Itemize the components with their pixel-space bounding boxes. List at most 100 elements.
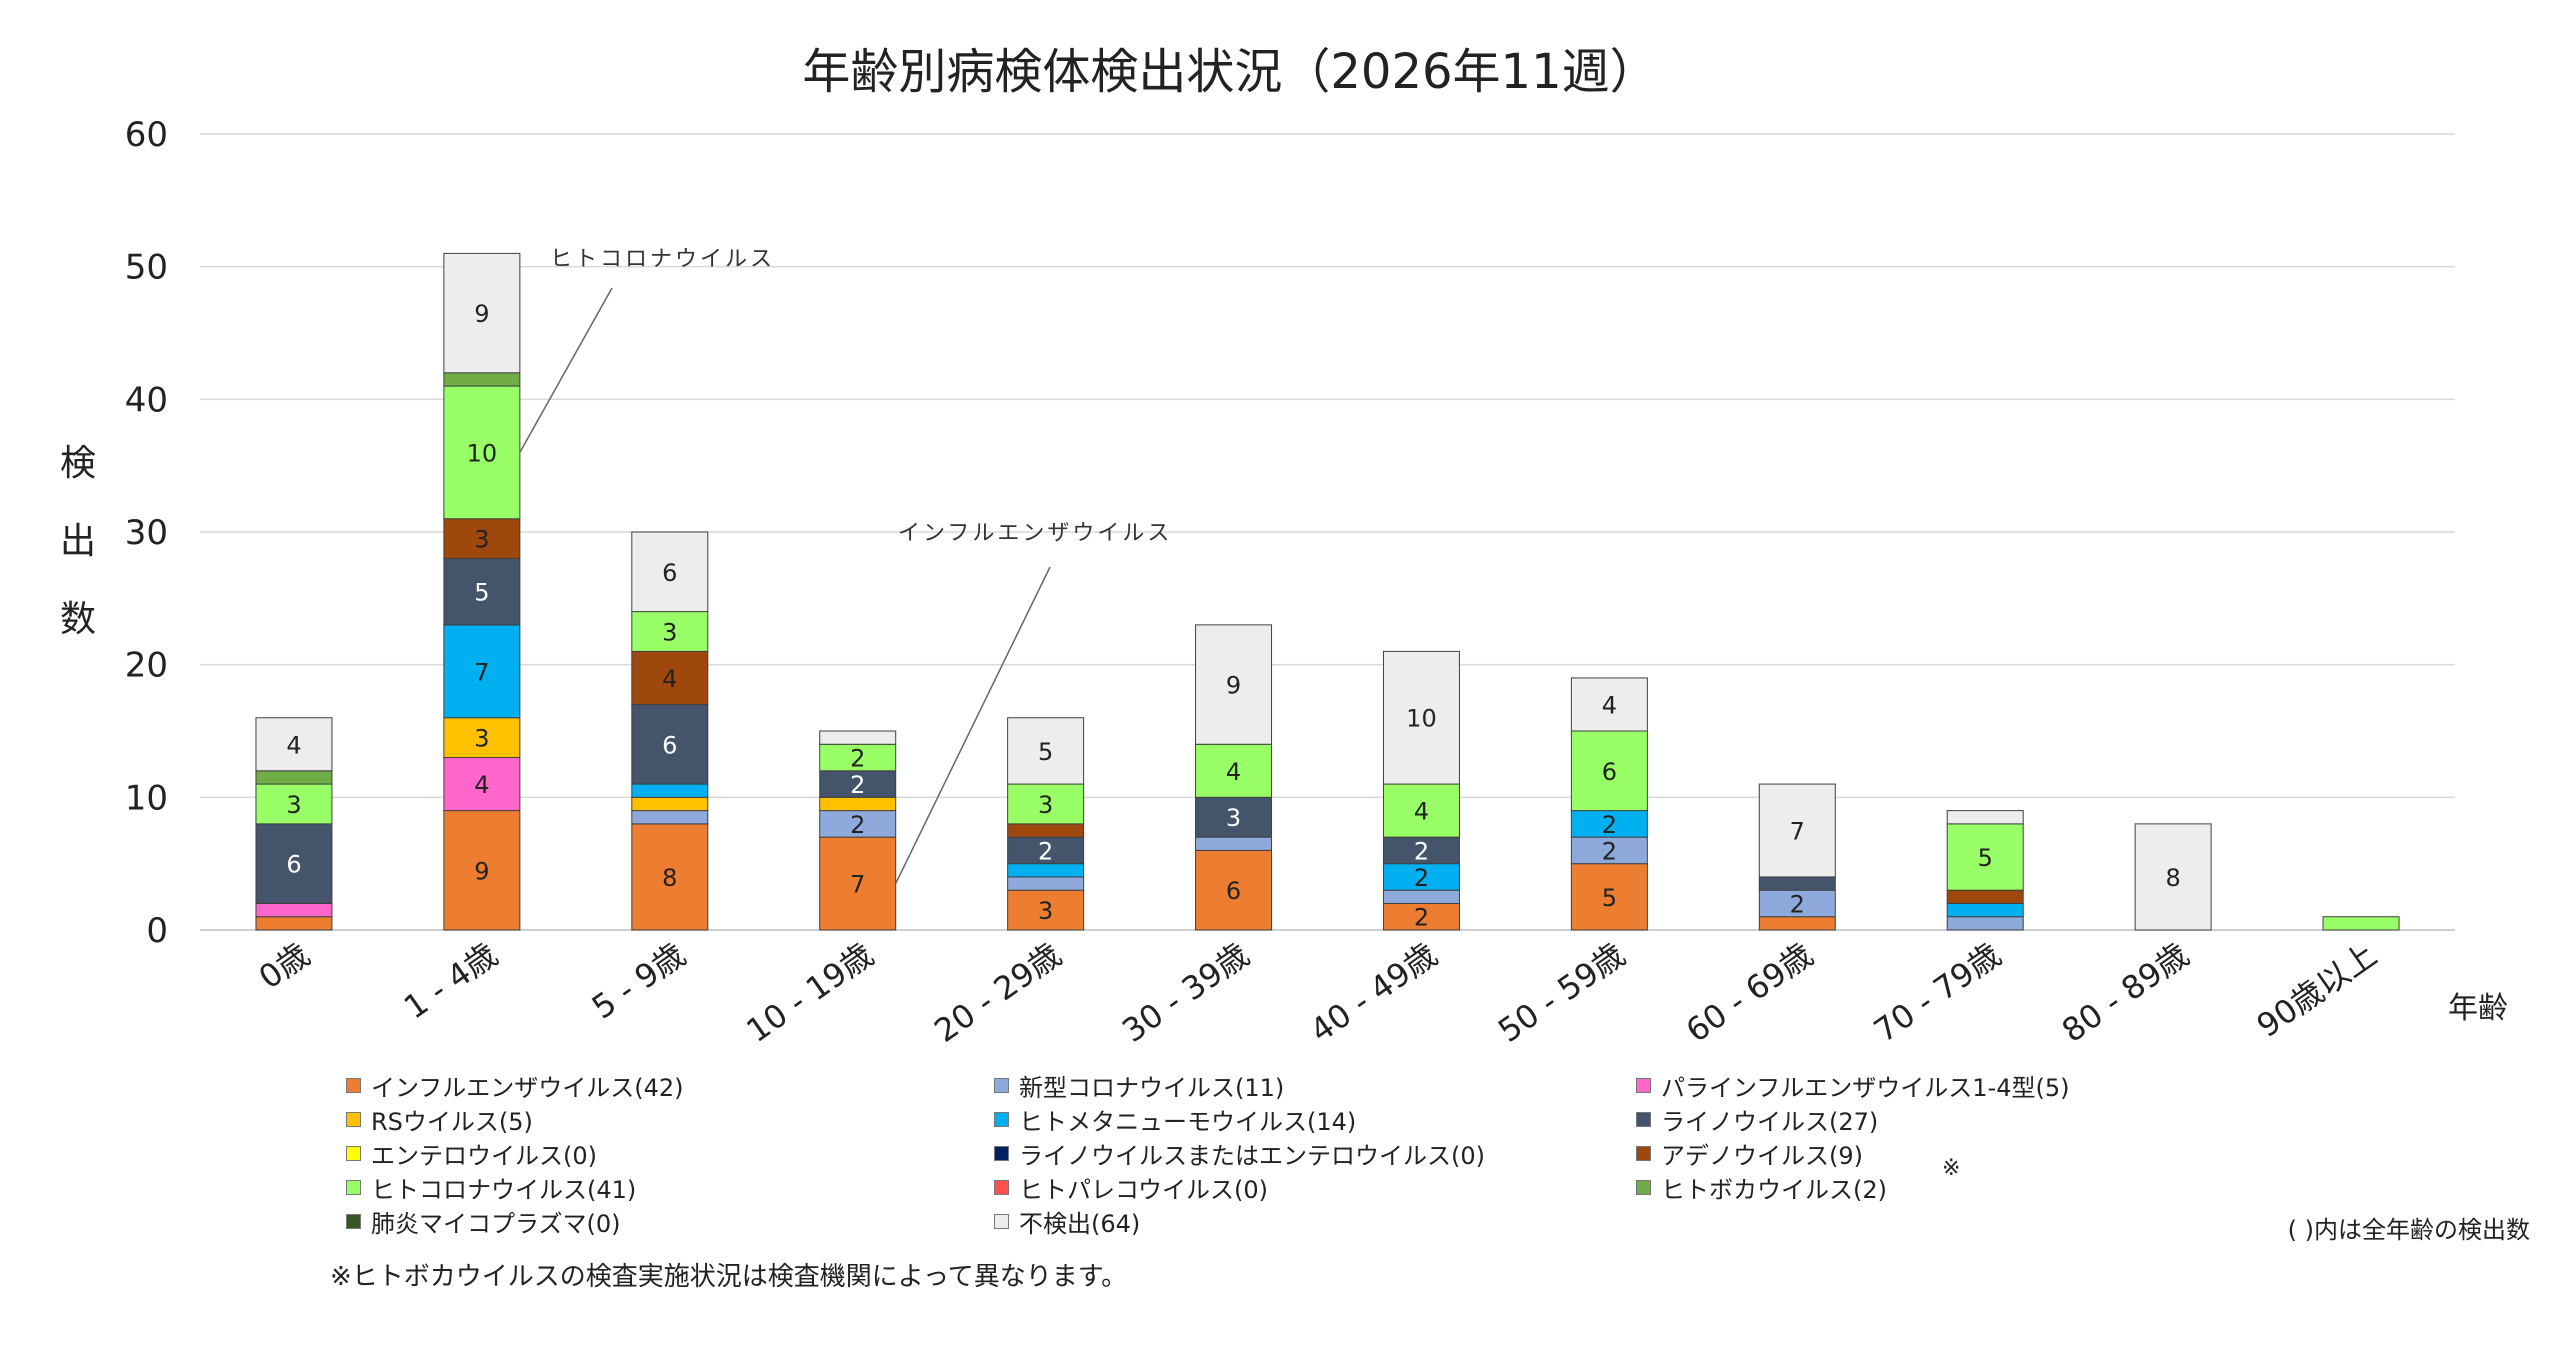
legend-swatch — [994, 1146, 1009, 1161]
legend-label: アデノウイルス(9) — [1661, 1142, 1863, 1170]
data-label: 3 — [286, 791, 301, 819]
legend-label: ライノウイルス(27) — [1661, 1108, 1879, 1136]
x-tick-label: 30 - 39歳 — [1115, 935, 1256, 1049]
bar-segment-corona — [2322, 916, 2400, 931]
bar-segment-influenza — [255, 916, 333, 931]
data-label: 2 — [850, 771, 865, 799]
legend-item-negative: 不検出(64) — [994, 1204, 1140, 1239]
bar-segment-corona — [1946, 823, 2024, 891]
data-label: 5 — [1602, 884, 1617, 912]
legend-label: エンテロウイルス(0) — [371, 1142, 597, 1170]
legend-item-corona: ヒトコロナウイルス(41) — [346, 1170, 636, 1205]
legend-item-influenza: インフルエンザウイルス(42) — [346, 1068, 684, 1103]
bar-segment-rhino — [631, 703, 709, 785]
x-tick-label: 10 - 19歳 — [739, 935, 880, 1049]
bar-segment-influenza — [1195, 849, 1273, 931]
bar-segment-adeno — [1007, 823, 1085, 838]
data-label: 7 — [850, 871, 865, 899]
data-label: 6 — [662, 559, 677, 587]
data-label: 3 — [474, 526, 489, 554]
legend-swatch — [994, 1180, 1009, 1195]
bar-segment-negative — [2134, 823, 2212, 931]
legend-label: 不検出(64) — [1019, 1210, 1141, 1238]
bar-segment-hmpv — [1007, 863, 1085, 878]
data-label: 8 — [2165, 864, 2180, 892]
gridlines — [200, 133, 2455, 931]
data-label: 2 — [1414, 837, 1429, 865]
y-axis-label-char: 出 — [60, 521, 96, 562]
data-label: 6 — [662, 731, 677, 759]
bar-segment-corona — [1382, 783, 1460, 838]
data-label: 9 — [1226, 672, 1241, 700]
data-label: 2 — [1602, 837, 1617, 865]
x-tick-label: 0歳 — [252, 935, 317, 996]
x-tick-label: 70 - 79歳 — [1867, 935, 2008, 1049]
bar-segment-boca — [255, 770, 333, 785]
y-tick-label: 30 — [125, 513, 168, 553]
legend-item-sars_cov2: 新型コロナウイルス(11) — [994, 1068, 1284, 1103]
data-label: 3 — [474, 725, 489, 753]
bar-segment-rhino — [255, 823, 333, 904]
data-label: 5 — [1978, 844, 1993, 872]
x-tick-label: 50 - 59歳 — [1491, 935, 1632, 1049]
bar-segment-influenza — [443, 810, 521, 931]
bar-segment-negative — [1758, 783, 1836, 878]
y-tick-label: 20 — [125, 646, 168, 686]
data-label: 6 — [1602, 758, 1617, 786]
data-label: 4 — [1414, 798, 1429, 826]
x-tick-label: 1 - 4歳 — [397, 935, 504, 1026]
data-label: 4 — [1602, 691, 1617, 719]
legend-label: ライノウイルスまたはエンテロウイルス(0) — [1019, 1142, 1485, 1170]
bar-segment-corona — [819, 743, 897, 772]
legend-label: ヒトボカウイルス(2) — [1661, 1176, 1887, 1204]
legend-swatch — [1636, 1146, 1651, 1161]
bar-series: 6349437531098643672223235634922241052264… — [255, 252, 2400, 932]
y-axis-label-char: 検 — [60, 443, 96, 484]
bar-segment-adeno — [631, 650, 709, 705]
data-label: 4 — [1226, 758, 1241, 786]
bar-segment-parainfluenza — [443, 757, 521, 812]
legend-item-rsv: RSウイルス(5) — [346, 1102, 533, 1137]
x-axis-ticks: 0歳 1 - 4歳 5 - 9歳 10 - 19歳 20 - 29歳 30 - 39歳 40… — [252, 935, 2384, 1049]
bar-segment-adeno — [1946, 889, 2024, 904]
bar-segment-sars_cov2 — [1195, 836, 1273, 851]
data-label: 7 — [474, 658, 489, 686]
data-label: 3 — [1038, 897, 1053, 925]
x-tick-label: 80 - 89歳 — [2055, 935, 2196, 1049]
legend-item-entero: エンテロウイルス(0) — [346, 1136, 597, 1171]
bar-segment-negative — [1946, 810, 2024, 825]
bar-segment-sars_cov2 — [1758, 889, 1836, 918]
bar-segment-influenza — [1570, 863, 1648, 931]
y-tick-label: 60 — [125, 115, 168, 155]
legend-label: ヒトパレコウイルス(0) — [1019, 1176, 1269, 1204]
x-tick-label: 5 - 9歳 — [585, 935, 692, 1026]
bar-segment-rhino — [1195, 796, 1273, 838]
data-label: 7 — [1790, 818, 1805, 846]
annotation-label: インフルエンザウイルス — [898, 521, 1172, 546]
bar-segment-sars_cov2 — [819, 810, 897, 838]
legend-swatch — [346, 1146, 361, 1161]
bar-segment-parainfluenza — [255, 902, 333, 918]
bar-segment-influenza — [1758, 916, 1836, 931]
y-axis-label-char: 数 — [60, 599, 96, 640]
bar-segment-rhino — [1007, 836, 1085, 865]
data-label: 5 — [474, 579, 489, 607]
y-axis-ticks: 0 10 20 30 40 50 60 — [125, 115, 168, 951]
bar-segment-hmpv — [1946, 902, 2024, 918]
data-label: 3 — [1226, 804, 1241, 832]
y-tick-label: 40 — [125, 380, 168, 420]
data-label: 2 — [1414, 904, 1429, 932]
bar-segment-rsv — [631, 796, 709, 812]
data-label: 10 — [1406, 705, 1437, 733]
legend-swatch — [346, 1214, 361, 1229]
legend-right-note: ( )内は全年齢の検出数 — [2287, 1216, 2530, 1244]
legend-item-parainfluenza: パラインフルエンザウイルス1-4型(5) — [1636, 1068, 2069, 1103]
bar-segment-negative — [631, 531, 709, 613]
legend-swatch — [346, 1112, 361, 1127]
legend-item-rhino_entero: ライノウイルスまたはエンテロウイルス(0) — [994, 1136, 1485, 1171]
data-label: 8 — [662, 864, 677, 892]
legend-label: ヒトコロナウイルス(41) — [371, 1176, 637, 1204]
legend: インフルエンザウイルス(42) 新型コロナウイルス(11) パラインフルエンザウイル… — [346, 1068, 2206, 1248]
bar-segment-negative — [1382, 650, 1460, 785]
